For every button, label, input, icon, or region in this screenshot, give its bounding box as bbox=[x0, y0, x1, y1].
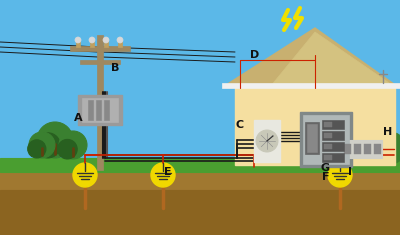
Circle shape bbox=[151, 163, 175, 187]
Bar bbox=[322, 131, 344, 140]
Text: I: I bbox=[348, 167, 352, 177]
Bar bbox=[235, 85, 395, 165]
Circle shape bbox=[29, 132, 55, 158]
Bar bbox=[80, 60, 120, 64]
Circle shape bbox=[37, 122, 73, 158]
Circle shape bbox=[117, 37, 123, 43]
Bar bbox=[78, 95, 122, 125]
Text: F: F bbox=[322, 172, 330, 182]
Circle shape bbox=[344, 131, 374, 162]
Text: D: D bbox=[250, 50, 260, 60]
Circle shape bbox=[75, 37, 81, 43]
Bar bbox=[254, 120, 280, 162]
Bar bbox=[82, 98, 118, 122]
Bar bbox=[322, 120, 344, 129]
Polygon shape bbox=[270, 32, 395, 87]
Bar bbox=[324, 155, 332, 160]
Bar bbox=[322, 142, 344, 151]
Circle shape bbox=[372, 142, 395, 164]
Bar bbox=[374, 144, 381, 154]
Circle shape bbox=[374, 132, 400, 164]
Circle shape bbox=[256, 130, 278, 152]
Bar bbox=[0, 190, 400, 235]
Circle shape bbox=[346, 118, 390, 162]
Text: A: A bbox=[74, 113, 82, 123]
Bar bbox=[96, 100, 101, 120]
Bar bbox=[322, 153, 344, 162]
Bar bbox=[344, 144, 351, 154]
Circle shape bbox=[89, 37, 95, 43]
Bar bbox=[104, 100, 109, 120]
Text: E: E bbox=[164, 167, 172, 177]
Bar bbox=[340, 140, 382, 158]
Circle shape bbox=[28, 140, 46, 158]
Circle shape bbox=[341, 134, 369, 162]
Circle shape bbox=[328, 163, 352, 187]
Bar bbox=[0, 158, 400, 172]
Bar bbox=[104, 40, 108, 47]
Bar bbox=[97, 35, 103, 170]
Text: G: G bbox=[320, 163, 330, 173]
Circle shape bbox=[59, 131, 87, 159]
Text: C: C bbox=[236, 120, 244, 130]
Text: H: H bbox=[383, 127, 393, 137]
Circle shape bbox=[58, 139, 77, 159]
Bar bbox=[90, 40, 94, 47]
Bar bbox=[324, 144, 332, 149]
Bar bbox=[0, 165, 400, 235]
Circle shape bbox=[340, 142, 359, 162]
Text: B: B bbox=[111, 63, 119, 73]
Bar bbox=[300, 112, 352, 167]
Bar bbox=[70, 46, 130, 51]
Bar bbox=[354, 144, 361, 154]
Polygon shape bbox=[223, 28, 398, 87]
Bar bbox=[76, 40, 80, 47]
Bar bbox=[307, 124, 317, 152]
Bar bbox=[305, 122, 319, 154]
Bar bbox=[222, 83, 400, 88]
Bar bbox=[303, 115, 349, 164]
Circle shape bbox=[103, 37, 109, 43]
Circle shape bbox=[35, 133, 60, 158]
Bar bbox=[364, 144, 371, 154]
Bar bbox=[118, 40, 122, 47]
Bar bbox=[88, 100, 93, 120]
Bar bbox=[324, 122, 332, 127]
Circle shape bbox=[73, 163, 97, 187]
Bar bbox=[324, 133, 332, 138]
